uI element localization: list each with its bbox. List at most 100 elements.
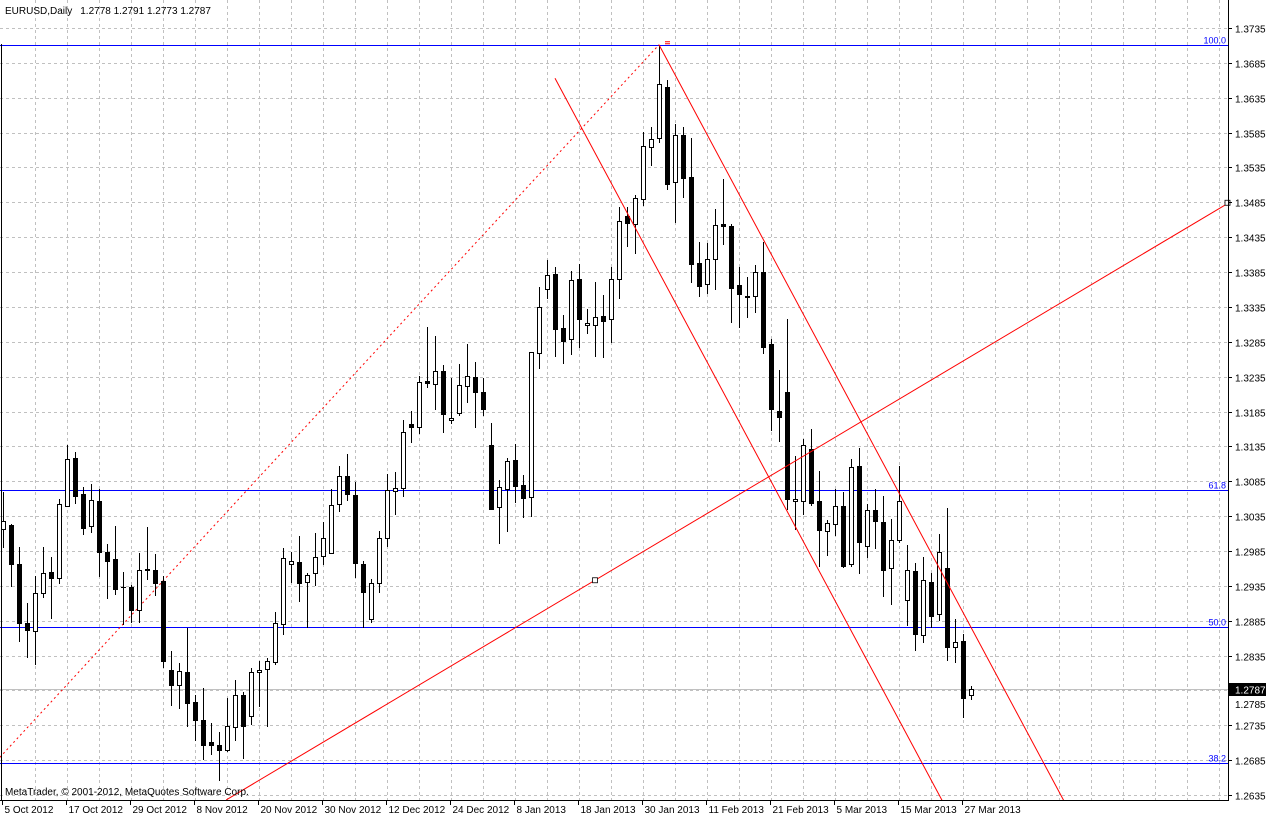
price-tick-label: 1.2985 [1235,548,1266,559]
date-tick-label: 8 Nov 2012 [197,805,249,816]
candle [729,224,734,323]
candle [425,327,430,388]
candle-body [465,376,470,387]
candle [433,336,438,410]
candle-body [761,272,766,348]
candle [641,132,646,206]
candle-body [433,371,438,385]
date-tick-label: 21 Feb 2013 [773,805,830,816]
fibo-level-label: 50.0 [1208,618,1226,628]
candle-body [881,522,886,571]
fibo-level-label: 61.8 [1208,481,1226,491]
candle-body [705,259,710,285]
candle [57,499,62,584]
candle-body [137,570,142,611]
candle [793,456,798,530]
candle-body [793,499,798,502]
candle-body [921,580,926,636]
candle-body [169,670,174,686]
channel-lower-line[interactable] [554,77,943,801]
candle-body [113,559,118,590]
candle [33,576,38,665]
candle-body [297,562,302,584]
candle [681,127,686,198]
candle [601,295,606,358]
candle-body [681,135,686,179]
candle-body [577,279,582,320]
candle [41,547,46,598]
trendline-handle[interactable] [592,577,598,584]
candle [137,553,142,623]
price-tick-label: 1.3535 [1235,164,1266,175]
candle [633,195,638,254]
candle-body [505,461,510,490]
candle [857,448,862,574]
date-tick-label: 15 Mar 2013 [901,805,958,816]
candle [473,362,478,428]
candle [465,344,470,403]
fibo-anchor-marker[interactable] [665,41,670,45]
date-tick-label: 5 Oct 2012 [5,805,54,816]
copyright-watermark: MetaTrader, © 2001-2012, MetaQuotes Soft… [5,787,249,798]
candle [353,482,358,578]
candle [73,452,78,504]
price-tick-label: 1.3185 [1235,409,1266,420]
date-tick-label: 12 Dec 2012 [389,805,446,816]
candle-body [745,296,750,298]
candle-body [873,510,878,522]
candle [337,466,342,512]
candle-body [225,726,230,751]
candle [145,527,150,580]
candle [481,378,486,416]
candle-body [641,146,646,200]
candle [673,124,678,223]
candle-body [377,538,382,584]
candle-body [321,538,326,557]
candle [817,471,822,567]
grid [0,0,1228,800]
candle [721,179,726,245]
candle-body [697,263,702,287]
candle-body [713,225,718,260]
date-tick-label: 30 Nov 2012 [325,805,382,816]
fibo-levels[interactable]: 100.0 61.8 50.0 38.2 [0,36,1228,764]
candle-body [353,495,358,564]
trendlines[interactable] [225,44,1231,801]
candle [401,420,406,497]
candle-body [937,552,942,615]
candle [833,489,838,536]
candle-body [833,506,838,525]
candle [961,634,966,718]
candle-body [673,135,678,183]
candle [913,563,918,651]
candle-body [849,467,854,565]
candle-body [609,279,614,320]
candle [449,378,454,424]
candle-body [177,671,182,686]
date-tick-label: 27 Mar 2013 [965,805,1022,816]
support-ray-line[interactable] [225,202,1229,801]
candle [865,504,870,558]
candle-body [265,661,270,670]
candle [169,651,174,706]
candle-body [201,720,206,746]
candle-body [49,572,54,579]
candle-body [305,575,310,583]
candle-body [385,490,390,539]
candle [617,207,622,299]
candle-body [441,371,446,415]
candle [841,492,846,568]
candle [201,688,206,760]
candle [233,680,238,741]
candle [153,554,158,596]
candle [345,454,350,501]
candle [441,365,446,433]
candle-body [417,382,422,428]
channel-upper-line[interactable] [658,44,1065,801]
candle [65,445,70,507]
candle-body [41,573,46,594]
candle-body [273,623,278,663]
candle-body [97,501,102,553]
fibo-trendline[interactable] [0,44,660,758]
